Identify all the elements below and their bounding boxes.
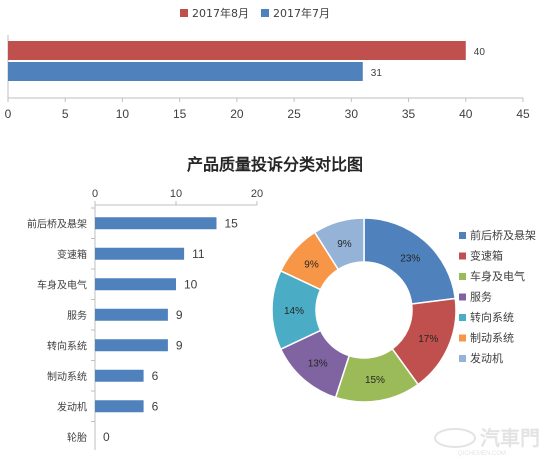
category-label: 前后桥及悬架 [27,217,87,230]
legend-swatch-aug [180,9,188,17]
category-value-label: 0 [103,430,110,444]
top-x-tick-label: 10 [116,107,130,121]
donut-chart: 23% 17% 15% 13% 14% 9% 9% [271,217,457,403]
category-label: 变速箱 [57,248,87,261]
category-value-label: 6 [152,369,159,383]
donut-legend-swatch [459,273,466,280]
donut-legend-swatch [459,252,466,260]
car-logo-icon [434,428,476,448]
donut-legend-swatch [459,314,466,321]
category-label: 服务 [67,309,87,322]
top-bar-value-1: 31 [371,68,383,79]
top-x-tick-label: 25 [287,107,301,121]
left-x-tick-label: 20 [251,188,263,200]
donut-legend-label: 制动系统 [470,332,514,345]
category-label: 车身及电气 [37,278,87,291]
legend-label-jul: 2017年7月 [273,6,330,20]
category-bar [95,217,217,230]
category-value-label: 9 [176,308,183,322]
top-x-tick-label: 40 [459,107,473,121]
category-bar [95,339,168,352]
category-value-label: 9 [176,338,183,352]
category-bar [95,247,185,260]
top-bar-0 [8,41,466,60]
watermark: 汽車門 QICHEMEN.COM [434,426,540,457]
watermark-text: 汽車門 [480,426,540,450]
top-legend: 2017年8月 2017年7月 [180,6,330,20]
category-value-label: 6 [152,399,159,413]
donut-slice-label: 15% [365,375,385,386]
donut-legend-label: 转向系统 [470,310,514,324]
donut-legend-label: 车身及电气 [470,269,525,283]
top-x-tick-label: 15 [173,107,187,121]
donut-legend-swatch [459,293,466,301]
donut-legend-label: 前后桥及悬架 [470,228,536,242]
category-label: 轮胎 [67,431,87,444]
donut-slice-label: 14% [284,306,304,317]
donut-legend-swatch [459,232,466,239]
chart-title: 产品质量投诉分类对比图 [187,155,363,174]
category-label: 制动系统 [47,370,87,383]
donut-slice-label: 9% [337,239,352,250]
category-bar [95,278,176,291]
donut-legend-label: 发动机 [470,351,503,365]
category-label: 发动机 [57,400,87,413]
category-label: 转向系统 [47,339,87,352]
donut-legend-label: 变速箱 [470,249,503,263]
left-x-tick-label: 0 [92,188,98,200]
top-bar-chart: 40 31 0 5 10 15 20 25 30 35 40 45 [5,35,530,121]
top-bar-value-0: 40 [474,47,486,58]
category-bar [95,369,144,382]
top-x-tick-label: 0 [5,107,12,121]
watermark-subtext: QICHEMEN.COM [458,451,506,457]
donut-legend-label: 服务 [470,291,492,304]
donut-slice-label: 13% [308,359,328,370]
donut-slice-label: 23% [400,253,420,264]
category-value-label: 15 [225,216,239,230]
left-x-tick-label: 10 [170,188,182,200]
donut-slice [313,217,365,271]
legend-label-aug: 2017年8月 [192,6,249,20]
top-x-tick-label: 30 [345,107,359,121]
category-value-label: 10 [184,277,198,291]
top-x-tick-label: 35 [402,107,416,121]
donut-slice-label: 9% [304,260,319,271]
donut-legend-swatch [459,334,466,342]
category-bar [95,400,144,413]
top-x-tick-label: 5 [62,107,69,121]
top-x-tick-label: 20 [230,107,244,121]
donut-legend-swatch [459,355,466,362]
category-value-label: 11 [192,247,205,261]
category-bar-chart: 0 10 20 前后桥及悬架 15 变速箱 11 车身及电气 10 服务 9 转向系统 9 制动系统 6 发动… [27,188,263,450]
top-bar-1 [8,62,363,81]
top-x-tick-label: 45 [516,107,530,121]
category-bar [95,308,168,321]
legend-swatch-jul [261,9,269,17]
donut-slice-label: 17% [418,334,438,345]
